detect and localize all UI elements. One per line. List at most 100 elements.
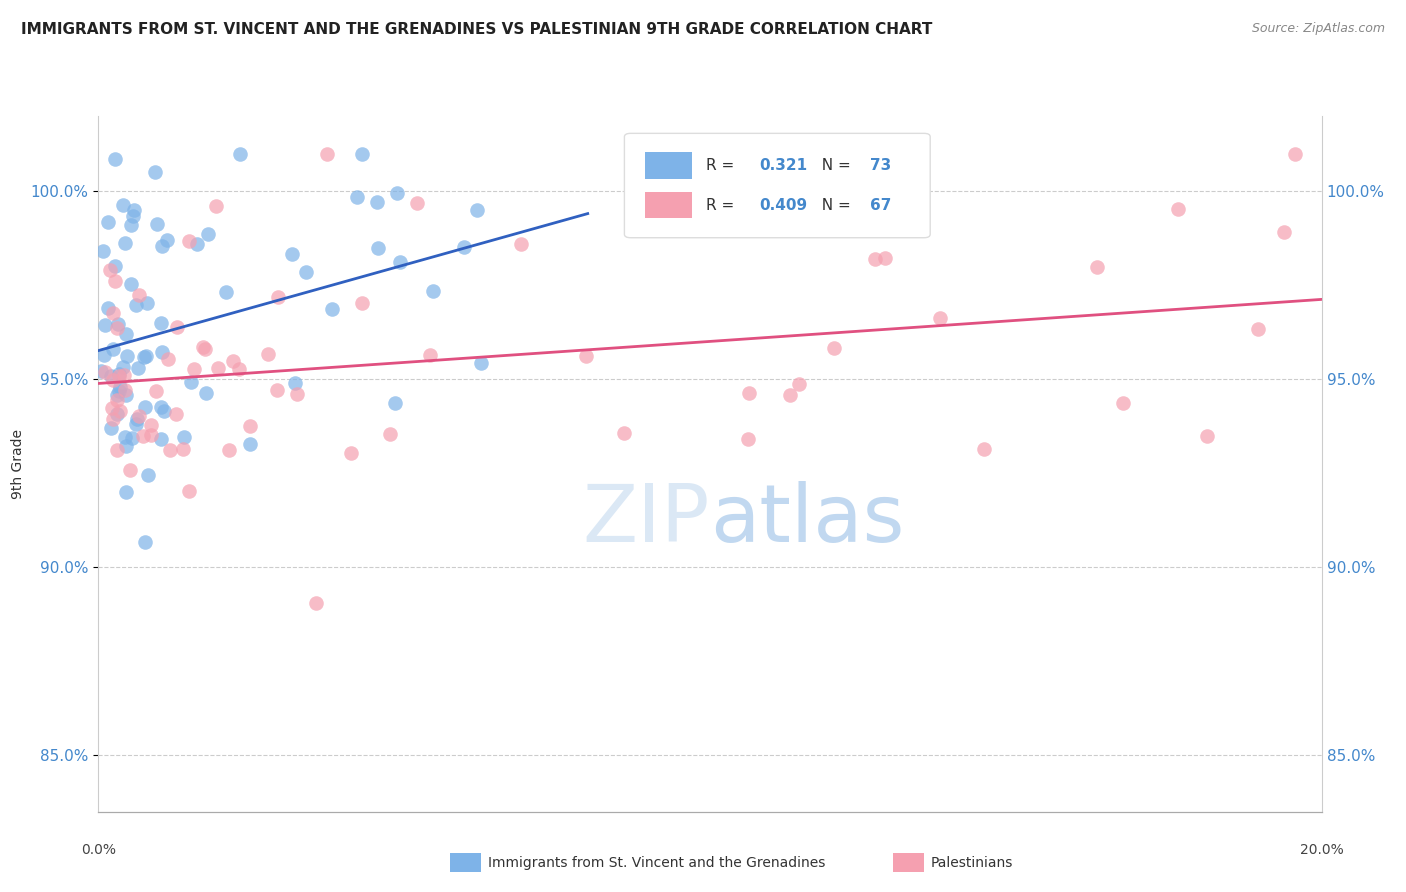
Text: 20.0%: 20.0%	[1299, 843, 1344, 857]
Point	[110, 404, 132, 418]
Point	[112, 198, 135, 212]
Bar	[645, 153, 692, 178]
Point	[124, 202, 146, 217]
Point	[239, 419, 262, 434]
Point	[215, 285, 238, 299]
Text: 73: 73	[870, 158, 891, 173]
Point	[105, 407, 128, 421]
Point	[139, 427, 162, 442]
Text: R =: R =	[706, 197, 740, 212]
Point	[194, 342, 217, 356]
Point	[316, 146, 339, 161]
Point	[150, 239, 173, 253]
Text: 0.409: 0.409	[759, 197, 807, 212]
Point	[177, 234, 200, 248]
Point	[350, 146, 373, 161]
Point	[509, 236, 531, 251]
Point	[367, 241, 389, 255]
Y-axis label: 9th Grade: 9th Grade	[11, 429, 25, 499]
Text: ZIP: ZIP	[582, 481, 710, 558]
Point	[172, 442, 194, 457]
Text: Source: ZipAtlas.com: Source: ZipAtlas.com	[1251, 22, 1385, 36]
Point	[136, 296, 159, 310]
Point	[111, 360, 134, 375]
Point	[929, 310, 952, 325]
Point	[114, 388, 136, 402]
Point	[120, 219, 142, 233]
Point	[150, 316, 173, 330]
Point	[166, 320, 188, 334]
Point	[266, 383, 288, 397]
Point	[378, 427, 401, 442]
Point	[100, 368, 122, 383]
Point	[823, 342, 845, 356]
Point	[738, 385, 761, 400]
Point	[104, 274, 127, 288]
Bar	[645, 192, 692, 219]
Point	[108, 367, 131, 381]
Point	[186, 236, 208, 251]
Point	[787, 377, 810, 392]
Point	[1167, 202, 1189, 217]
Point	[101, 343, 124, 357]
Point	[136, 467, 159, 482]
Point	[470, 356, 492, 370]
Point	[173, 430, 195, 444]
Point	[110, 380, 132, 394]
Point	[1272, 225, 1295, 239]
Point	[191, 341, 214, 355]
Point	[121, 209, 143, 223]
Point	[294, 265, 316, 279]
Point	[118, 463, 141, 477]
Point	[228, 146, 250, 161]
Point	[124, 417, 146, 431]
Point	[1085, 260, 1108, 274]
Point	[114, 383, 136, 397]
Point	[135, 349, 157, 363]
Point	[90, 364, 112, 378]
Point	[101, 306, 124, 320]
Text: 67: 67	[870, 197, 891, 212]
Point	[91, 244, 114, 259]
Point	[239, 437, 262, 451]
Point	[157, 352, 180, 367]
Point	[114, 235, 136, 250]
Point	[305, 596, 328, 610]
Point	[280, 247, 302, 261]
Point	[128, 288, 150, 302]
Point	[145, 217, 167, 231]
Point	[107, 442, 129, 457]
Point	[115, 485, 138, 500]
Point	[183, 362, 205, 376]
Point	[156, 233, 179, 247]
Point	[779, 388, 801, 402]
Point	[93, 348, 115, 362]
Point	[197, 227, 219, 241]
Point	[267, 290, 290, 304]
Point	[284, 376, 307, 391]
Text: atlas: atlas	[710, 481, 904, 558]
Point	[218, 443, 240, 458]
Point	[108, 368, 131, 383]
Point	[419, 348, 441, 362]
Point	[97, 215, 120, 229]
Point	[143, 164, 166, 178]
Point	[350, 296, 373, 310]
Point	[93, 365, 115, 379]
Point	[98, 263, 121, 277]
Point	[134, 534, 156, 549]
Point	[127, 360, 149, 375]
Point	[159, 443, 181, 458]
Point	[387, 186, 409, 200]
Point	[613, 426, 636, 441]
Text: 0.0%: 0.0%	[82, 843, 115, 857]
Point	[228, 362, 250, 376]
Point	[873, 252, 896, 266]
Point	[145, 384, 167, 398]
Point	[737, 432, 759, 446]
Point	[405, 196, 427, 211]
Point	[150, 400, 173, 414]
Point	[101, 373, 124, 387]
Point	[112, 368, 135, 382]
Point	[863, 252, 886, 267]
